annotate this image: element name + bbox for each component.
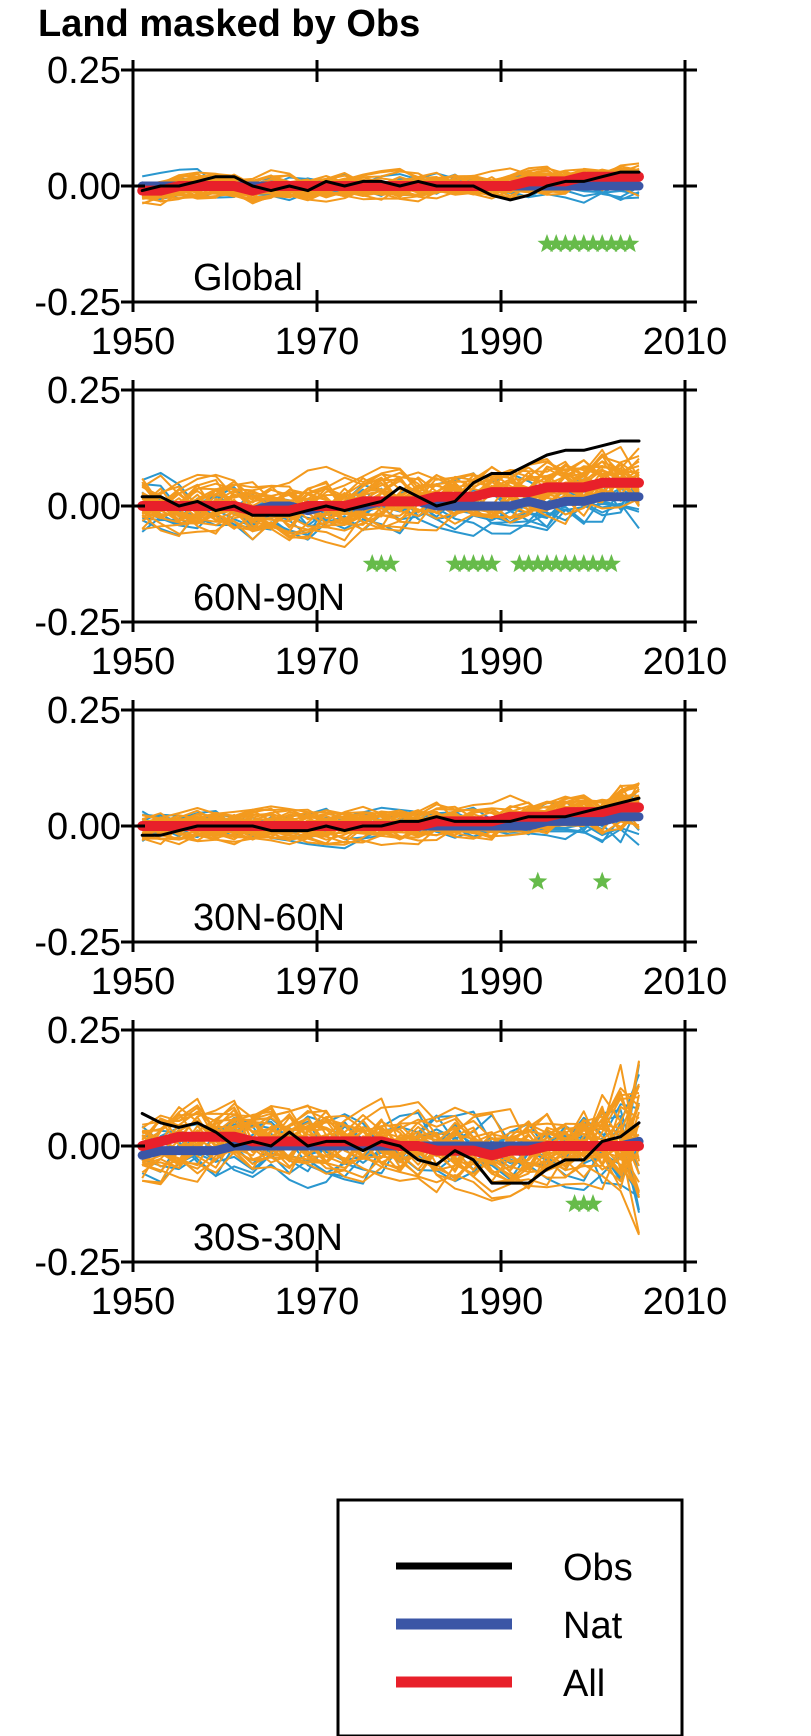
significance-star — [555, 234, 575, 253]
legend-label-nat: Nat — [563, 1605, 623, 1647]
series-line-obs — [140, 439, 641, 517]
series-line-obs — [140, 170, 641, 202]
y-tick-label: 0.25 — [47, 690, 121, 732]
x-tick-label: 1970 — [275, 641, 360, 683]
x-tick-label: 1990 — [459, 641, 544, 683]
figure-title: Land masked by Obs — [38, 3, 420, 45]
significance-star — [445, 554, 465, 573]
x-tick-label: 1950 — [91, 961, 176, 1003]
x-tick-label: 1990 — [459, 961, 544, 1003]
plot-area — [137, 162, 644, 207]
significance-star — [583, 1194, 603, 1213]
x-tick-label: 1990 — [459, 1281, 544, 1323]
x-tick-label: 2010 — [643, 321, 728, 363]
y-tick-label: -0.25 — [34, 922, 121, 964]
ensemble-member-line — [141, 466, 640, 512]
y-tick-label: 0.00 — [47, 1126, 121, 1168]
significance-star — [583, 554, 603, 573]
x-tick-label: 2010 — [643, 641, 728, 683]
y-tick-label: 0.00 — [47, 486, 121, 528]
significance-star — [601, 554, 621, 573]
panel-label: 60N-90N — [193, 577, 345, 619]
significance-star — [519, 554, 539, 573]
y-tick-label: 0.00 — [47, 166, 121, 208]
y-tick-label: 0.25 — [47, 1010, 121, 1052]
significance-star — [371, 554, 391, 573]
significance-star — [601, 234, 621, 253]
legend-box — [336, 1498, 684, 1736]
x-tick-label: 2010 — [643, 1281, 728, 1323]
significance-star — [574, 554, 594, 573]
significance-star — [592, 554, 612, 573]
x-tick-label: 1970 — [275, 321, 360, 363]
ensemble-member-line — [141, 1097, 640, 1171]
series-line-all — [137, 477, 644, 516]
significance-star — [463, 554, 483, 573]
series-line-all — [137, 171, 644, 196]
x-tick-label: 1990 — [459, 321, 544, 363]
y-tick-label: 0.00 — [47, 806, 121, 848]
plot-area — [137, 782, 644, 850]
x-tick-label: 1970 — [275, 1281, 360, 1323]
significance-star — [565, 554, 585, 573]
ensemble-member-line — [142, 782, 640, 833]
x-tick-label: 1950 — [91, 641, 176, 683]
ensemble-member-line — [141, 789, 640, 846]
significance-star — [454, 554, 474, 573]
plot-area — [137, 1060, 644, 1236]
significance-star — [592, 871, 612, 890]
plot-area — [137, 439, 644, 548]
significance-star — [537, 234, 557, 253]
ensemble-member-line — [141, 464, 640, 526]
significance-star — [565, 234, 585, 253]
significance-star — [565, 1194, 585, 1213]
significance-star — [381, 554, 401, 573]
panel-label: 30N-60N — [193, 897, 345, 939]
x-tick-label: 1970 — [275, 961, 360, 1003]
significance-star — [574, 234, 594, 253]
significance-star — [611, 234, 631, 253]
legend-label-all: All — [563, 1663, 605, 1705]
legend: Obs Nat All — [336, 1498, 684, 1736]
x-tick-label: 1950 — [91, 1281, 176, 1323]
significance-star — [482, 554, 502, 573]
significance-star — [528, 871, 548, 890]
y-tick-label: -0.25 — [34, 1242, 121, 1284]
significance-star — [473, 554, 493, 573]
significance-star — [592, 234, 612, 253]
y-tick-label: 0.25 — [47, 370, 121, 412]
panel-label: 30S-30N — [193, 1217, 343, 1259]
significance-star — [620, 234, 640, 253]
significance-star — [555, 554, 575, 573]
significance-star — [362, 554, 382, 573]
panel-label: Global — [193, 257, 303, 299]
y-tick-label: -0.25 — [34, 602, 121, 644]
significance-star — [537, 554, 557, 573]
legend-label-obs: Obs — [563, 1547, 633, 1589]
significance-star — [546, 554, 566, 573]
significance-star — [528, 554, 548, 573]
y-tick-label: 0.25 — [47, 50, 121, 92]
x-tick-label: 1950 — [91, 321, 176, 363]
significance-star — [509, 554, 529, 573]
significance-star — [574, 1194, 594, 1213]
y-tick-label: -0.25 — [34, 282, 121, 324]
x-tick-label: 2010 — [643, 961, 728, 1003]
series-line-obs — [140, 796, 641, 837]
significance-star — [546, 234, 566, 253]
significance-star — [583, 234, 603, 253]
series-line-obs — [140, 1112, 641, 1185]
